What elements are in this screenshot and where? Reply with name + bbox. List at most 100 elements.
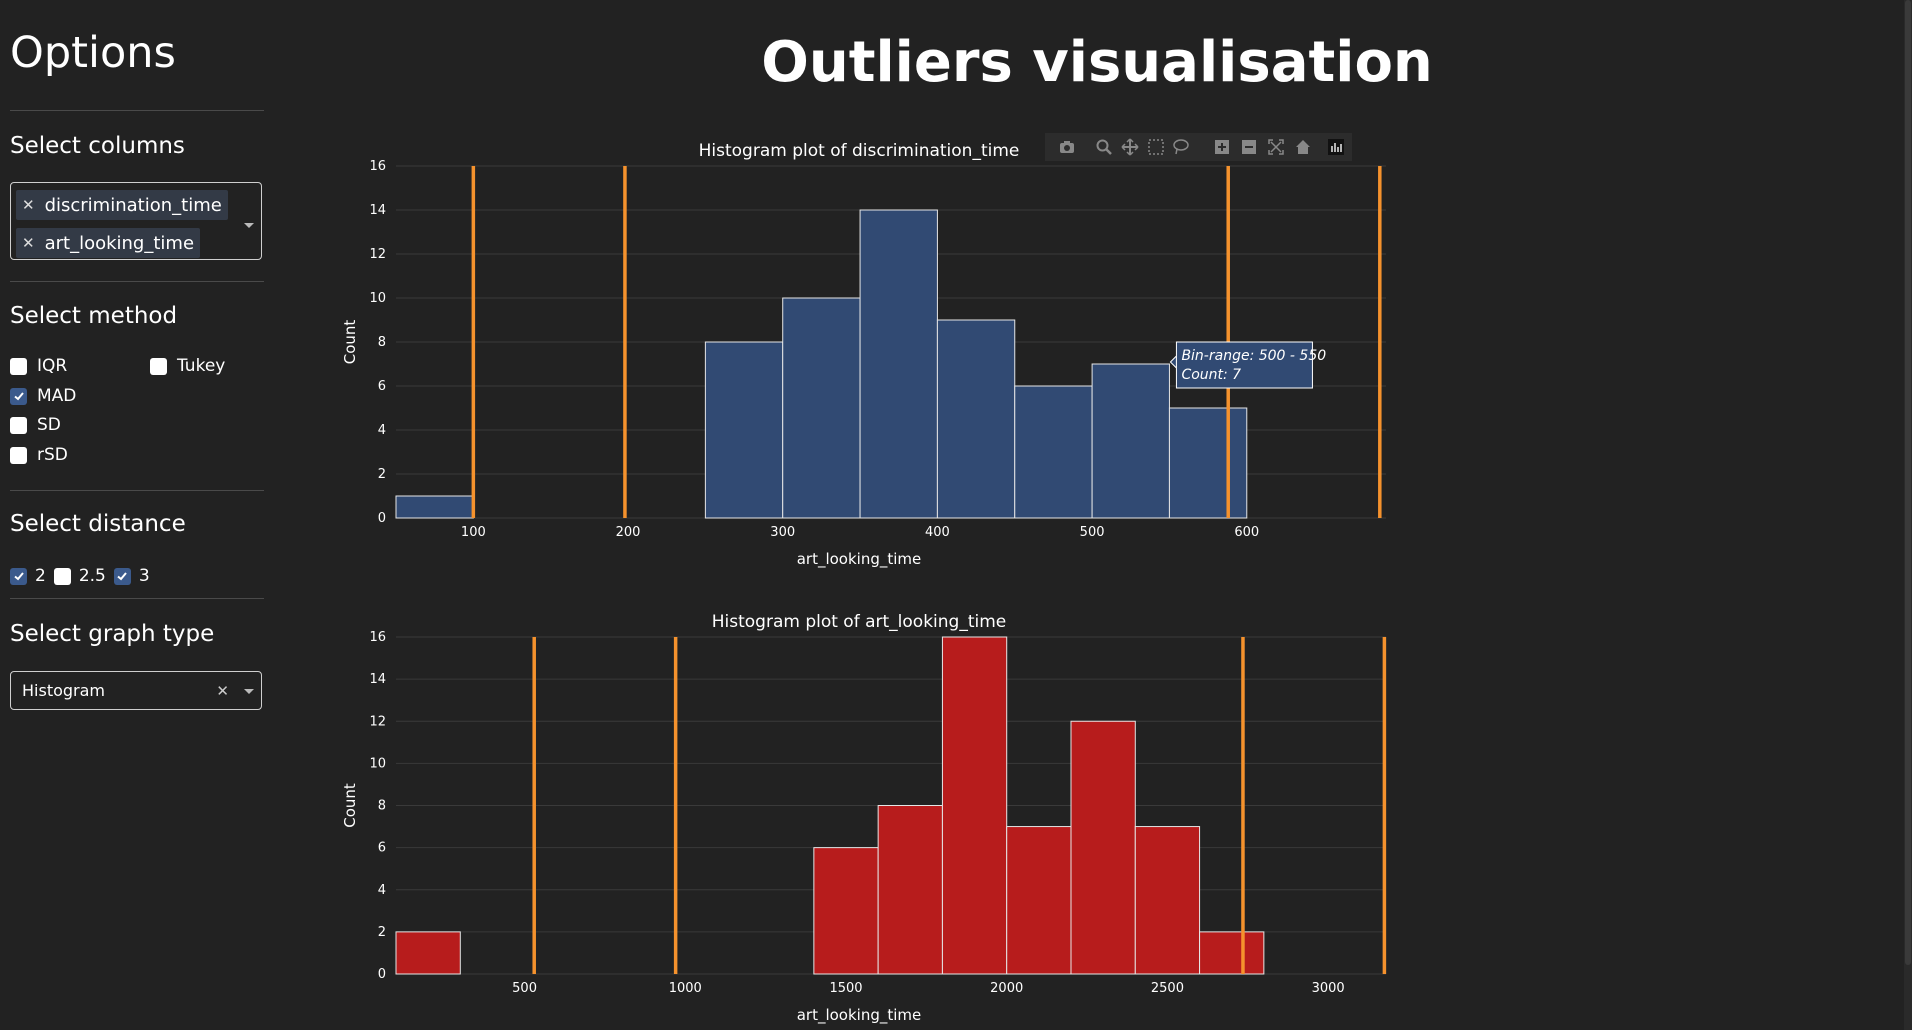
histogram-chart-discrimination-time[interactable]: 0 2 4 6 8 10 12 14 16 100 200 300 400 500 600 Histogram… <box>330 132 1386 582</box>
remove-tag-icon[interactable]: ✕ <box>22 234 35 252</box>
y-tick-label: 16 <box>369 630 386 645</box>
y-tick-label: 0 <box>378 967 386 982</box>
y-tick-label: 14 <box>369 672 386 687</box>
checkbox[interactable] <box>10 387 27 405</box>
autoscale-icon[interactable] <box>1267 138 1285 156</box>
checkbox[interactable] <box>10 357 27 375</box>
x-tick-label: 2500 <box>1151 981 1184 996</box>
lasso-icon[interactable] <box>1172 138 1190 156</box>
box-select-icon[interactable] <box>1147 138 1165 156</box>
method-label: rSD <box>37 445 68 465</box>
remove-tag-icon[interactable]: ✕ <box>22 196 35 214</box>
histogram-bar <box>1134 826 1201 975</box>
zoom-in-icon[interactable] <box>1213 138 1231 156</box>
divider <box>10 490 264 491</box>
tooltip-count: Count: 7 <box>1181 367 1241 383</box>
y-axis-label: Count <box>341 783 359 828</box>
histogram-bar <box>1091 363 1170 519</box>
plotly-logo-icon[interactable] <box>1327 138 1345 156</box>
chevron-down-icon[interactable] <box>244 223 254 228</box>
graph-type-dropdown[interactable]: Histogram ✕ <box>10 671 262 710</box>
y-tick-label: 6 <box>378 379 386 394</box>
method-option-rsd[interactable]: rSD <box>10 445 68 465</box>
select-method-label: Select method <box>10 303 178 329</box>
method-label: SD <box>37 415 61 435</box>
page-title: Outliers visualisation <box>761 30 1433 95</box>
distance-options: 2 2.5 3 <box>10 566 150 586</box>
x-tick-label: 3000 <box>1312 981 1345 996</box>
hover-tooltip <box>1175 341 1313 389</box>
select-distance-label: Select distance <box>10 511 186 537</box>
graph-type-value: Histogram <box>22 681 105 700</box>
camera-icon[interactable] <box>1058 138 1076 156</box>
x-tick-label: 500 <box>1080 525 1105 540</box>
options-title: Options <box>10 28 176 78</box>
divider <box>10 598 264 599</box>
divider <box>10 281 264 282</box>
x-axis-label: art_looking_time <box>797 1006 922 1025</box>
histogram-bar <box>1014 385 1093 519</box>
histogram-bar <box>813 847 879 975</box>
zoom-out-icon[interactable] <box>1240 138 1258 156</box>
checkbox[interactable] <box>10 446 27 464</box>
chevron-down-icon[interactable] <box>244 689 254 694</box>
histogram-chart-art-looking-time[interactable]: 0 2 4 6 8 10 12 14 16 500 1000 1500 2000 2500 3000 Hist… <box>330 590 1387 1030</box>
tooltip-bin-range: Bin-range: 500 - 550 <box>1181 348 1326 364</box>
select-columns-label: Select columns <box>10 133 185 159</box>
page-scrollbar[interactable] <box>1904 0 1912 1030</box>
method-label: Tukey <box>177 356 226 376</box>
histogram-bar <box>704 341 784 519</box>
y-tick-label: 10 <box>369 291 386 306</box>
checkbox[interactable] <box>10 416 27 434</box>
method-option-mad[interactable]: MAD <box>10 386 76 406</box>
x-axis-label: art_looking_time <box>797 550 922 569</box>
method-label: MAD <box>37 386 77 406</box>
checkbox[interactable] <box>53 567 71 585</box>
x-tick-label: 2000 <box>990 981 1023 996</box>
plot-modebar <box>1045 133 1352 161</box>
chart-title: Histogram plot of art_looking_time <box>712 612 1007 632</box>
y-tick-label: 10 <box>369 756 386 771</box>
histogram-bar <box>936 319 1016 519</box>
method-label: IQR <box>37 356 68 376</box>
method-option-tukey[interactable]: Tukey <box>150 356 225 376</box>
checkbox[interactable] <box>150 357 167 375</box>
histogram-bar <box>395 495 474 519</box>
distance-label: 3 <box>138 566 150 586</box>
x-tick-label: 500 <box>512 981 537 996</box>
x-tick-label: 300 <box>770 525 795 540</box>
y-tick-label: 16 <box>369 159 386 174</box>
histogram-bar <box>395 931 461 975</box>
x-tick-label: 600 <box>1234 525 1259 540</box>
clear-icon[interactable]: ✕ <box>216 682 229 700</box>
tooltip-pointer <box>1169 354 1177 370</box>
divider <box>10 110 264 111</box>
scrollbar-thumb[interactable] <box>1905 0 1911 965</box>
y-tick-label: 4 <box>378 883 386 898</box>
home-icon[interactable] <box>1294 138 1312 156</box>
x-tick-label: 1500 <box>829 981 862 996</box>
distance-label: 2.5 <box>78 566 106 586</box>
columns-multiselect[interactable]: ✕ discrimination_time ✕ art_looking_time <box>10 182 262 260</box>
x-tick-label: 400 <box>925 525 950 540</box>
y-tick-label: 2 <box>378 925 386 940</box>
options-sidebar: Options Select columns ✕ discrimination_… <box>0 0 270 1030</box>
column-tag-label: art_looking_time <box>44 232 195 254</box>
method-option-iqr[interactable]: IQR <box>10 356 67 376</box>
checkbox[interactable] <box>10 567 27 585</box>
y-tick-label: 4 <box>378 423 386 438</box>
pan-icon[interactable] <box>1121 138 1139 156</box>
y-tick-label: 8 <box>378 799 386 814</box>
select-graph-type-label: Select graph type <box>10 621 215 647</box>
column-tag-label: discrimination_time <box>44 194 222 216</box>
y-tick-label: 0 <box>378 511 386 526</box>
histogram-bar <box>1070 720 1136 975</box>
zoom-icon[interactable] <box>1095 138 1113 156</box>
x-tick-label: 100 <box>461 525 486 540</box>
histogram-bar <box>1006 826 1072 975</box>
column-tag: ✕ art_looking_time <box>16 228 201 258</box>
x-tick-label: 200 <box>616 525 641 540</box>
y-tick-label: 2 <box>378 467 386 482</box>
checkbox[interactable] <box>113 567 131 585</box>
method-option-sd[interactable]: SD <box>10 415 61 435</box>
